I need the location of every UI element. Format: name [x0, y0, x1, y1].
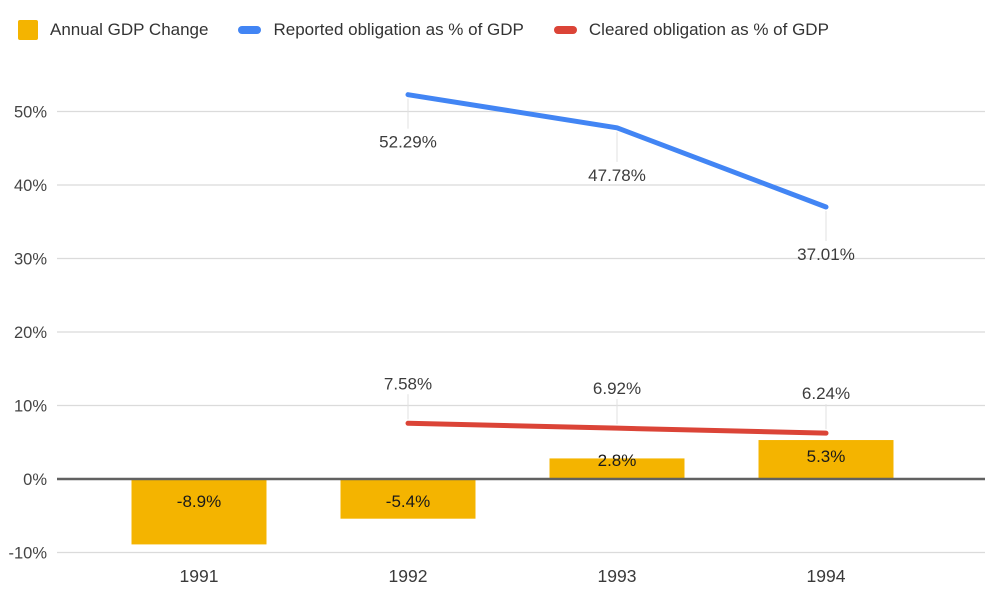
y-tick-label: 30%: [14, 251, 47, 269]
point-annotation: 6.92%: [593, 379, 641, 398]
y-tick-label: 50%: [14, 104, 47, 122]
point-annotation: 7.58%: [384, 374, 432, 393]
chart-legend: Annual GDP Change Reported obligation as…: [18, 20, 829, 40]
x-tick-label: 1994: [807, 566, 846, 586]
gdp-change-bar-1991: [131, 479, 267, 545]
bar-label: -8.9%: [177, 492, 221, 511]
cleared-obligation-line: [405, 420, 829, 436]
point-annotation: 47.78%: [588, 166, 646, 185]
bar-series-swatch-icon: [18, 20, 38, 40]
y-tick-label: -10%: [8, 545, 47, 563]
y-tick-label: 0%: [23, 471, 47, 489]
x-tick-label: 1991: [180, 566, 219, 586]
plot-area: 50% 40% 30% 20% 10% 0% -10% 52.29% 47.78% 37.01% 7…: [8, 92, 985, 586]
y-tick-label: 20%: [14, 324, 47, 342]
line-series-swatch-icon: [238, 26, 262, 34]
point-annotation: 37.01%: [797, 245, 855, 264]
legend-item-cleared-obligation: Cleared obligation as % of GDP: [553, 20, 829, 40]
bar-label: -5.4%: [386, 492, 430, 511]
legend-label: Reported obligation as % of GDP: [273, 20, 524, 39]
gdp-change-bar-1992: [340, 479, 476, 519]
legend-label: Cleared obligation as % of GDP: [588, 20, 829, 39]
x-tick-label: 1992: [389, 566, 428, 586]
gdp-change-bar-1994: [758, 440, 894, 479]
y-tick-label: 40%: [14, 177, 47, 195]
reported-obligation-line: [405, 92, 829, 210]
bar-label: 2.8%: [598, 451, 637, 470]
point-annotation: 6.24%: [802, 384, 850, 403]
legend-item-reported-obligation: Reported obligation as % of GDP: [238, 20, 524, 40]
bar-label: 5.3%: [807, 447, 846, 466]
x-tick-label: 1993: [598, 566, 637, 586]
y-tick-label: 10%: [14, 398, 47, 416]
line-series-swatch-icon: [553, 26, 577, 34]
point-annotation: 52.29%: [379, 133, 437, 152]
legend-label: Annual GDP Change: [50, 20, 209, 39]
gdp-change-bar-1993: [549, 458, 685, 479]
legend-item-annual-gdp-change: Annual GDP Change: [18, 20, 208, 40]
